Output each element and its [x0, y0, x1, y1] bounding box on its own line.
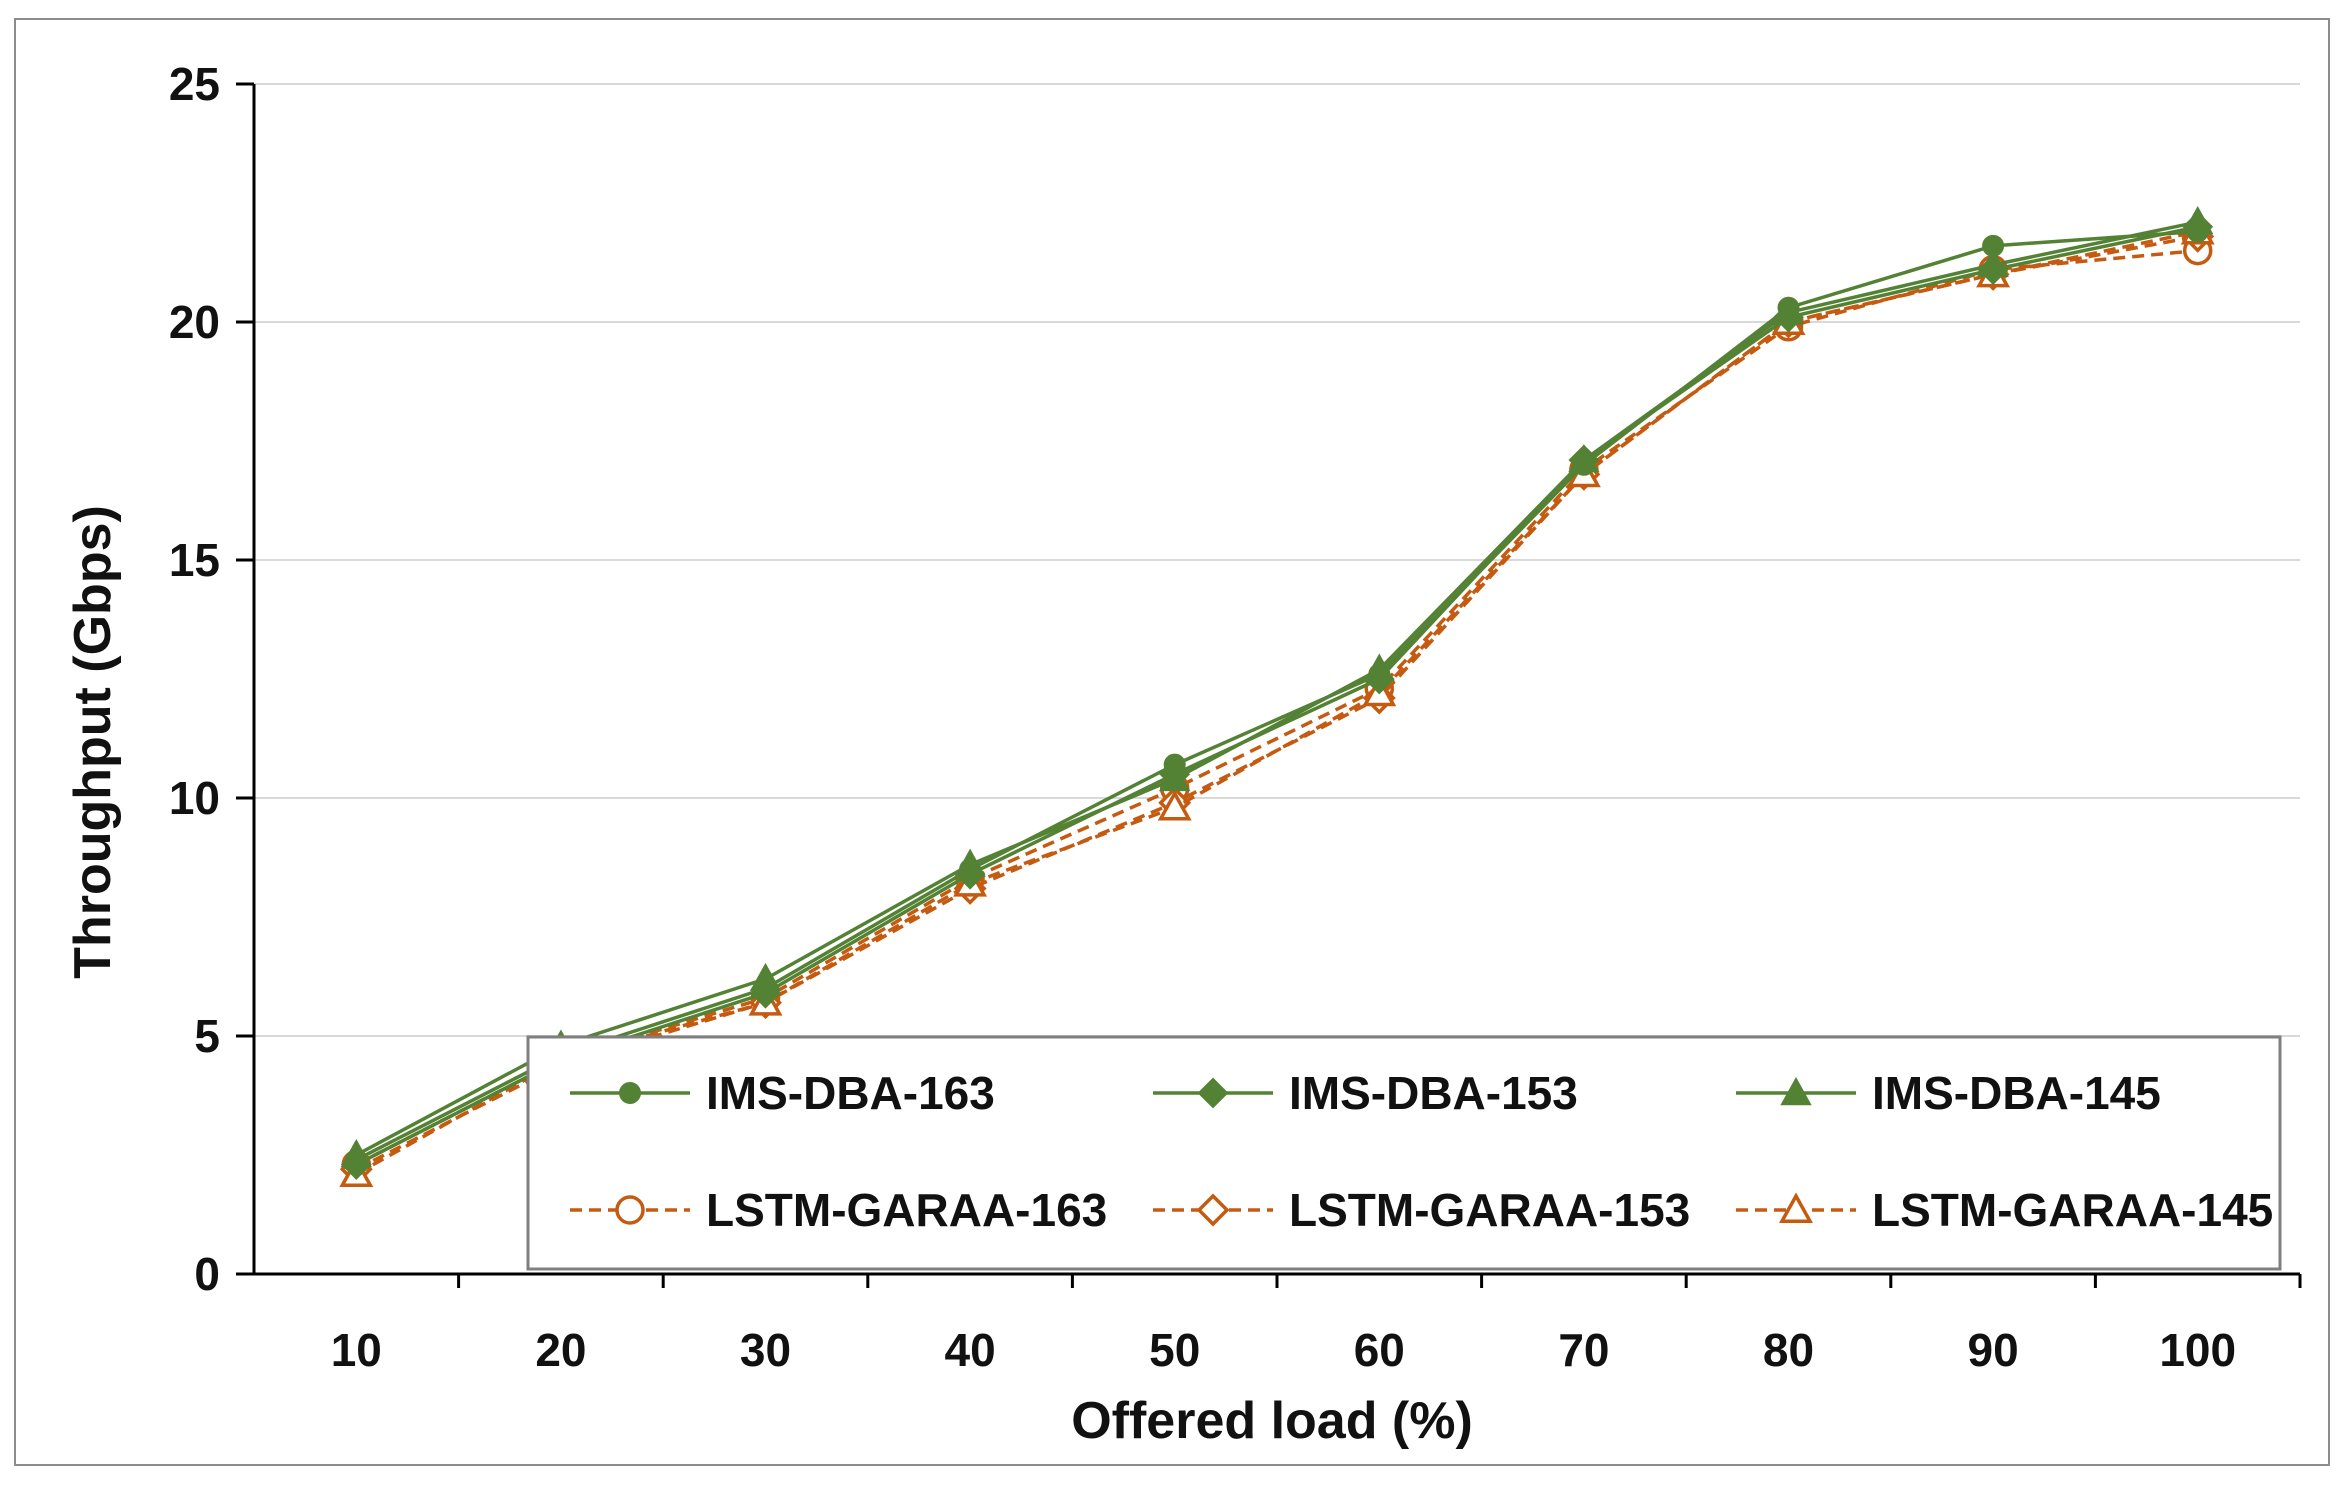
legend-item-IMS-DBA-145: IMS-DBA-145 [1736, 1067, 2161, 1119]
data-point-IMS-DBA-145 [340, 1138, 372, 1168]
legend-label-IMS-DBA-163: IMS-DBA-163 [706, 1067, 995, 1119]
legend: IMS-DBA-163 IMS-DBA-153 IMS-DBA-145 LSTM-GA… [570, 1067, 2273, 1236]
legend-label-LSTM-GARAA-145: LSTM-GARAA-145 [1872, 1184, 2273, 1236]
y-tick-label: 5 [194, 1010, 220, 1062]
legend-item-IMS-DBA-163: IMS-DBA-163 [570, 1067, 995, 1119]
y-axis-title: Throughput (Gbps) [64, 505, 122, 979]
legend-item-LSTM-GARAA-163: LSTM-GARAA-163 [570, 1184, 1107, 1236]
legend-marker-IMS-DBA-153 [1197, 1077, 1229, 1109]
legend-box [526, 1035, 2282, 1271]
legend-marker-IMS-DBA-145 [1780, 1076, 1812, 1106]
series-line-LSTM-GARAA-145 [355, 229, 2199, 1176]
legend-item-LSTM-GARAA-153: LSTM-GARAA-153 [1153, 1184, 1690, 1236]
data-point-LSTM-GARAA-145 [1157, 789, 1192, 821]
legend-marker-LSTM-GARAA-153 [1196, 1193, 1230, 1227]
legend-label-IMS-DBA-153: IMS-DBA-153 [1289, 1067, 1578, 1119]
legend-label-LSTM-GARAA-163: LSTM-GARAA-163 [706, 1184, 1107, 1236]
series-IMS-DBA-145 [340, 205, 2214, 1168]
legend-marker-LSTM-GARAA-163 [615, 1195, 645, 1225]
y-tick-label: 10 [169, 772, 220, 824]
gridlines [254, 83, 2300, 1037]
data-point-IMS-DBA-145 [1159, 762, 1191, 792]
series-line-IMS-DBA-153 [355, 225, 2199, 1167]
data-point-IMS-DBA-145 [1363, 653, 1395, 682]
series-IMS-DBA-163 [345, 220, 2209, 1171]
legend-label-LSTM-GARAA-153: LSTM-GARAA-153 [1289, 1184, 1690, 1236]
y-tick-label: 0 [194, 1248, 220, 1300]
x-tick-label: 30 [740, 1324, 791, 1376]
data-point-IMS-DBA-145 [1977, 248, 2009, 278]
x-tick-label: 10 [331, 1324, 382, 1376]
legend-label-IMS-DBA-145: IMS-DBA-145 [1872, 1067, 2161, 1119]
data-point-IMS-DBA-145 [1568, 443, 1600, 473]
x-axis-title: Offered load (%) [1071, 1392, 1473, 1450]
x-tick-label: 70 [1558, 1324, 1609, 1376]
x-tick-label: 40 [945, 1324, 996, 1376]
legend-item-IMS-DBA-153: IMS-DBA-153 [1153, 1067, 1578, 1119]
series-line-IMS-DBA-145 [355, 220, 2199, 1157]
data-point-IMS-DBA-145 [954, 848, 986, 877]
data-point-IMS-DBA-145 [749, 962, 782, 992]
x-tick-label: 80 [1763, 1324, 1814, 1376]
legend-item-LSTM-GARAA-145: LSTM-GARAA-145 [1736, 1184, 2273, 1236]
axes: 0 5 10 15 20 25 10 20 30 40 50 60 70 80 90 100 [169, 58, 2302, 1376]
y-tick-label: 25 [169, 58, 220, 110]
data-point-IMS-DBA-145 [2182, 205, 2214, 235]
x-tick-label: 90 [1968, 1324, 2019, 1376]
x-tick-label: 50 [1149, 1324, 1200, 1376]
series-line-LSTM-GARAA-153 [355, 234, 2199, 1171]
x-tick-label: 60 [1354, 1324, 1405, 1376]
data-point-IMS-DBA-145 [1772, 296, 1805, 325]
x-tick-label: 20 [535, 1324, 586, 1376]
y-tick-label: 20 [169, 296, 220, 348]
y-tick-label: 15 [169, 534, 220, 586]
legend-marker-IMS-DBA-163 [619, 1082, 641, 1104]
x-tick-label: 100 [2159, 1324, 2236, 1376]
series-line-IMS-DBA-163 [355, 229, 2198, 1162]
series-line-LSTM-GARAA-163 [355, 248, 2198, 1167]
legend-marker-LSTM-GARAA-145 [1779, 1192, 1813, 1223]
